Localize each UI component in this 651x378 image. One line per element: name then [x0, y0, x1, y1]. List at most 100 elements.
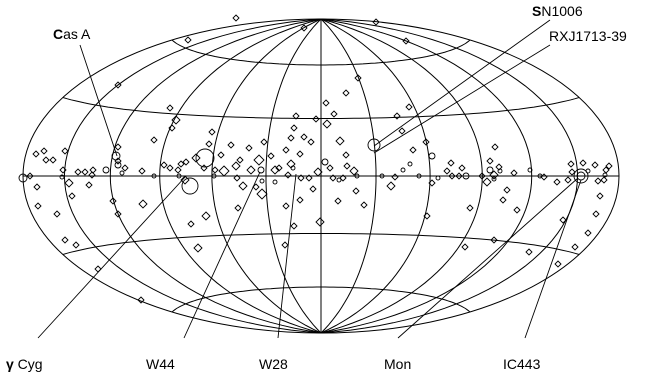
diamond-marker	[32, 150, 40, 158]
diamond-marker	[600, 176, 608, 184]
diamond-marker	[330, 110, 338, 118]
diamond-marker	[309, 185, 317, 193]
label-mon: Mon	[384, 356, 411, 372]
diamond-marker	[568, 168, 576, 176]
diamond-marker	[166, 104, 174, 112]
diamond-marker	[495, 163, 503, 171]
diamond-marker	[138, 199, 148, 209]
diamond-marker	[208, 128, 216, 136]
diamond-marker	[360, 201, 368, 209]
diamond-marker	[68, 192, 76, 200]
label-ic443: IC443	[503, 356, 541, 372]
diamond-marker	[61, 236, 69, 244]
diamond-marker	[260, 138, 268, 146]
leader-w28	[277, 173, 297, 339]
diamond-marker	[296, 196, 304, 204]
diamond-marker	[74, 168, 82, 176]
diamond-marker	[114, 143, 122, 151]
circle-marker	[379, 173, 385, 179]
diamond-marker	[193, 243, 203, 253]
coordinate-grid	[22, 18, 620, 334]
diamond-marker	[233, 174, 241, 182]
diamond-marker	[121, 164, 129, 172]
diamond-marker	[33, 183, 41, 191]
diamond-marker	[300, 24, 308, 32]
circle-marker	[119, 170, 125, 176]
diamond-marker	[270, 165, 280, 175]
diamond-marker	[553, 178, 561, 186]
diamond-marker	[428, 179, 436, 187]
circle-marker	[435, 175, 441, 181]
diamond-marker	[334, 197, 342, 205]
diamond-marker	[296, 150, 304, 158]
circle-marker	[336, 177, 342, 183]
diamond-marker	[423, 212, 431, 220]
leader-cas-a	[79, 44, 118, 157]
diamond-marker	[64, 178, 74, 188]
diamond-marker	[448, 172, 456, 180]
leader-sn1006	[373, 19, 551, 147]
diamond-marker	[282, 146, 290, 154]
diamond-marker	[81, 168, 89, 176]
diamond-marker	[313, 167, 323, 177]
diamond-marker	[53, 210, 61, 218]
diamond-marker	[256, 188, 268, 200]
circle-marker	[272, 179, 278, 185]
diamond-marker	[489, 170, 499, 180]
diamond-marker	[227, 141, 235, 149]
diamond-marker	[525, 248, 533, 256]
diamond-marker	[591, 161, 599, 169]
diamond-marker	[88, 171, 96, 179]
diamond-marker	[322, 119, 332, 129]
circle-marker	[102, 166, 110, 174]
circle-marker	[602, 172, 608, 178]
diamond-marker	[290, 124, 298, 132]
source-markers	[18, 14, 613, 304]
circle-marker	[400, 167, 406, 173]
diamond-marker	[409, 146, 417, 154]
label-sn1006-prefix: S	[532, 3, 541, 19]
diamond-marker	[182, 158, 190, 166]
diamond-marker	[218, 165, 230, 177]
circle-marker	[497, 168, 503, 174]
diamond-marker	[402, 37, 410, 45]
diamond-marker	[287, 134, 295, 142]
label-cas-a-rest: as A	[63, 26, 91, 42]
diamond-marker	[114, 81, 122, 89]
leader-mon	[397, 177, 579, 339]
label-rxj1713: RXJ1713-39	[549, 28, 627, 44]
diamond-marker	[231, 161, 241, 171]
label-w44: W44	[146, 356, 175, 372]
circle-marker	[416, 173, 422, 179]
diamond-marker	[137, 296, 145, 304]
diamond-marker	[490, 236, 498, 244]
diamond-marker	[326, 164, 334, 172]
diamond-marker	[42, 156, 50, 164]
diamond-marker	[352, 187, 360, 195]
diamond-marker	[594, 177, 602, 185]
circle-marker	[491, 176, 497, 182]
diamond-marker	[605, 162, 613, 170]
circle-marker	[585, 168, 591, 174]
parallel-line	[171, 286, 471, 313]
diamond-marker	[466, 204, 474, 212]
diamond-marker	[171, 115, 181, 125]
diamond-marker	[307, 138, 315, 146]
diamond-marker	[564, 176, 572, 184]
diamond-marker	[205, 140, 213, 148]
circle-marker	[181, 177, 199, 195]
diamond-marker	[554, 260, 562, 268]
circle-marker	[354, 173, 360, 179]
diamond-marker	[26, 172, 34, 180]
diamond-marker	[282, 202, 290, 210]
diamond-marker	[391, 173, 399, 181]
diamond-marker	[200, 164, 208, 172]
diamond-marker	[59, 166, 67, 174]
diamond-marker	[482, 177, 492, 187]
diamond-marker	[342, 151, 350, 159]
diamond-marker	[187, 220, 195, 228]
diamond-marker	[253, 154, 265, 166]
diamond-marker	[335, 136, 345, 146]
diamond-marker	[245, 144, 253, 152]
diamond-marker	[284, 171, 292, 179]
